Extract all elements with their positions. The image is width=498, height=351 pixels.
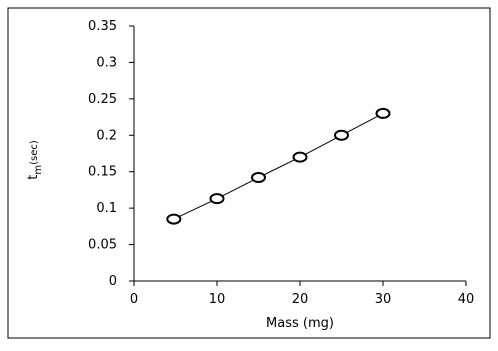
x-tick-label: 40 [458,292,475,307]
series-line [173,112,384,220]
figure-frame [7,7,491,339]
data-point [251,172,266,184]
y-tick-label: 0.25 [88,92,117,107]
y-tick-label: 0.3 [96,55,117,70]
y-axis-title: tm(sec) [26,140,44,180]
y-axis-title-main: t [26,175,41,180]
x-tick-label: 20 [292,292,309,307]
y-axis-title-subscript: m [33,165,44,175]
plot-area: 0 0.05 0.1 0.15 0.2 0.25 0.3 0.35 0 10 20 30 40 [88,19,474,307]
data-point [292,151,308,163]
svg-text:tm(sec): tm(sec) [26,140,44,180]
y-tick-label: 0.05 [88,238,117,253]
y-axis-title-unit: (sec) [29,140,40,165]
x-tick-label: 10 [209,292,226,307]
data-point [375,107,391,119]
data-point [166,213,182,225]
y-tick-label: 0.35 [88,19,117,34]
y-tick-label: 0.1 [96,201,117,216]
y-tick-label: 0.15 [88,165,117,180]
x-ticks: 0 10 20 30 40 [130,281,474,307]
data-point [209,193,225,205]
y-tick-label: 0.2 [96,128,117,143]
y-tick-label: 0 [109,274,117,289]
data-point [334,129,349,141]
x-axis-title: Mass (mg) [266,316,334,331]
series [166,107,391,225]
y-ticks: 0 0.05 0.1 0.15 0.2 0.25 0.3 0.35 [88,19,134,289]
x-tick-label: 30 [375,292,392,307]
x-tick-label: 0 [130,292,138,307]
